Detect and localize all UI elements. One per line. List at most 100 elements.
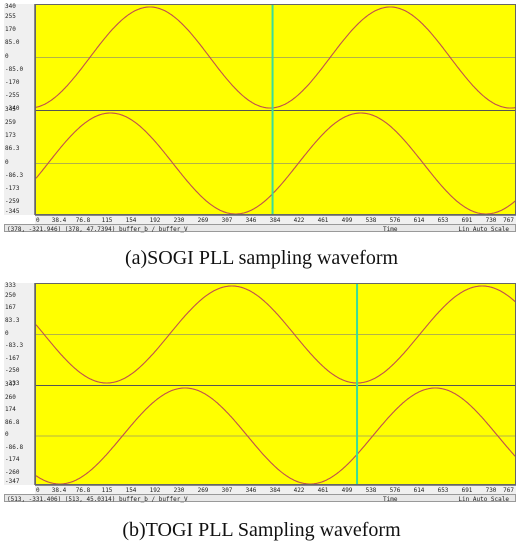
y-tick-label: 260	[5, 393, 16, 401]
y-tick-label: -170	[5, 78, 20, 86]
x-tick-label: 422	[293, 487, 305, 494]
y-tick-label: 170	[5, 26, 16, 34]
waveform-buffer_V	[36, 387, 515, 484]
y-tick-label: 255	[5, 13, 16, 21]
x-tick-label: 269	[197, 217, 209, 224]
x-tick-label: 0	[36, 487, 40, 494]
status-scale-mode[interactable]: Lin Auto Scale	[458, 496, 509, 503]
x-tick-label: 192	[149, 217, 161, 224]
y-axis-labels: 340 255 170 85.0 0 -85.0 -170 -255 -340 345 259 173…	[4, 4, 35, 215]
y-tick-label: 347	[5, 381, 16, 388]
y-tick-label: -250	[5, 367, 20, 375]
x-tick-label: 461	[317, 217, 329, 224]
x-tick-label: 691	[461, 487, 473, 494]
y-tick-label: 167	[5, 304, 16, 312]
caption-b: (b)TOGI PLL Sampling waveform	[122, 519, 401, 541]
x-tick-label: 0	[36, 217, 40, 224]
y-tick-label: -83.3	[5, 342, 24, 350]
waveform-panel-b: 333 250 167 83.3 0 -83.3 -167 -250 -333 347 260 174…	[4, 283, 516, 512]
x-tick-label: 384	[269, 487, 281, 494]
x-tick-label: 307	[221, 487, 233, 494]
y-tick-label: 86.8	[5, 418, 20, 426]
y-tick-label: -85.0	[5, 65, 24, 73]
x-tick-label: 192	[149, 487, 161, 494]
x-tick-label: 767	[503, 487, 514, 494]
x-tick-label: 76.8	[75, 217, 91, 224]
y-tick-label: -173	[5, 184, 20, 192]
y-tick-label: -260	[5, 468, 20, 476]
x-tick-label: 614	[413, 487, 425, 494]
y-tick-label: 340	[5, 3, 16, 10]
x-tick-label: 154	[125, 217, 137, 224]
x-tick-label: 38.4	[51, 217, 67, 224]
x-tick-label: 384	[269, 217, 281, 224]
x-tick-label: 346	[245, 217, 257, 224]
y-tick-label: -174	[5, 456, 20, 463]
y-tick-label: 173	[5, 132, 16, 140]
x-tick-label: 115	[101, 487, 113, 494]
y-tick-label: 345	[5, 106, 16, 113]
y-axis-labels: 333 250 167 83.3 0 -83.3 -167 -250 -333 347 260 174…	[4, 283, 35, 485]
status-coordinates: (513, -331.406) (513, 45.0314) buffer_b …	[7, 496, 188, 503]
x-tick-label: 499	[341, 487, 353, 494]
x-tick-label: 538	[365, 217, 377, 224]
plot-area[interactable]	[35, 4, 516, 215]
x-tick-label: 115	[101, 217, 113, 224]
y-tick-label: 0	[5, 52, 9, 60]
y-tick-label: 259	[5, 119, 16, 127]
status-bar: (378, -321.946) (378, 47.7394) buffer_b …	[4, 224, 516, 233]
x-tick-label: 730	[485, 487, 497, 494]
x-tick-label: 346	[245, 487, 257, 494]
waveform-buffer_V	[36, 112, 515, 214]
x-tick-label: 230	[173, 487, 185, 494]
x-tick-label: 767	[503, 217, 514, 224]
x-tick-label: 269	[197, 487, 209, 494]
x-tick-label: 691	[461, 217, 473, 224]
y-tick-label: -345	[5, 208, 20, 215]
x-tick-label: 653	[437, 217, 449, 224]
x-tick-label: 307	[221, 217, 233, 224]
y-tick-label: -86.3	[5, 171, 24, 179]
y-tick-label: 250	[5, 291, 16, 299]
x-tick-label: 614	[413, 217, 425, 224]
y-tick-label: -167	[5, 354, 20, 362]
x-tick-label: 538	[365, 487, 377, 494]
x-tick-label: 76.8	[75, 487, 91, 494]
x-tick-label: 230	[173, 217, 185, 224]
x-axis: 0 38.4 76.8 115 154 192 230 269 307 346 384 422 461 4…	[35, 485, 516, 495]
x-tick-label: 499	[341, 217, 353, 224]
plot-area[interactable]	[35, 283, 516, 485]
y-tick-label: -340	[5, 105, 20, 112]
y-tick-label: 83.3	[5, 316, 20, 324]
waveform-buffer_b	[36, 285, 515, 384]
y-tick-label: 0	[5, 329, 9, 337]
waveform-buffer_b	[36, 6, 515, 109]
status-coordinates: (378, -321.946) (378, 47.7394) buffer_b …	[7, 226, 188, 233]
status-scale-mode[interactable]: Lin Auto Scale	[458, 226, 509, 233]
y-tick-label: 333	[5, 282, 16, 289]
x-tick-label: 154	[125, 487, 137, 494]
status-axis-name: Time	[383, 496, 398, 503]
x-tick-label: 422	[293, 217, 305, 224]
x-axis: 0 38.4 76.8 115 154 192 230 269 307 346 384 422 461 4…	[35, 215, 516, 225]
y-tick-label: -255	[5, 91, 20, 99]
x-tick-label: 730	[485, 217, 497, 224]
x-tick-label: 38.4	[51, 487, 67, 494]
y-tick-label: -333	[5, 380, 20, 387]
y-tick-label: 174	[5, 406, 16, 413]
x-tick-label: 461	[317, 487, 329, 494]
y-tick-label: -347	[5, 478, 20, 485]
x-tick-label: 653	[437, 487, 449, 494]
y-tick-label: 85.0	[5, 39, 20, 47]
x-tick-label: 576	[389, 487, 401, 494]
y-tick-label: 86.3	[5, 145, 20, 153]
y-tick-label: 0	[5, 431, 9, 438]
status-bar: (513, -331.406) (513, 45.0314) buffer_b …	[4, 494, 516, 503]
y-tick-label: 0	[5, 158, 9, 166]
waveform-panel-a: 340 255 170 85.0 0 -85.0 -170 -255 -340 345 259 173…	[4, 4, 516, 241]
y-tick-label: -259	[5, 197, 20, 205]
y-tick-label: -86.8	[5, 443, 24, 451]
x-tick-label: 576	[389, 217, 401, 224]
caption-a: (a)SOGI PLL sampling waveform	[124, 247, 399, 269]
status-axis-name: Time	[383, 226, 398, 233]
